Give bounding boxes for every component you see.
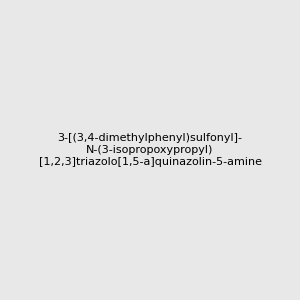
- Text: 3-[(3,4-dimethylphenyl)sulfonyl]-
N-(3-isopropoxypropyl)
[1,2,3]triazolo[1,5-a]q: 3-[(3,4-dimethylphenyl)sulfonyl]- N-(3-i…: [38, 134, 262, 166]
